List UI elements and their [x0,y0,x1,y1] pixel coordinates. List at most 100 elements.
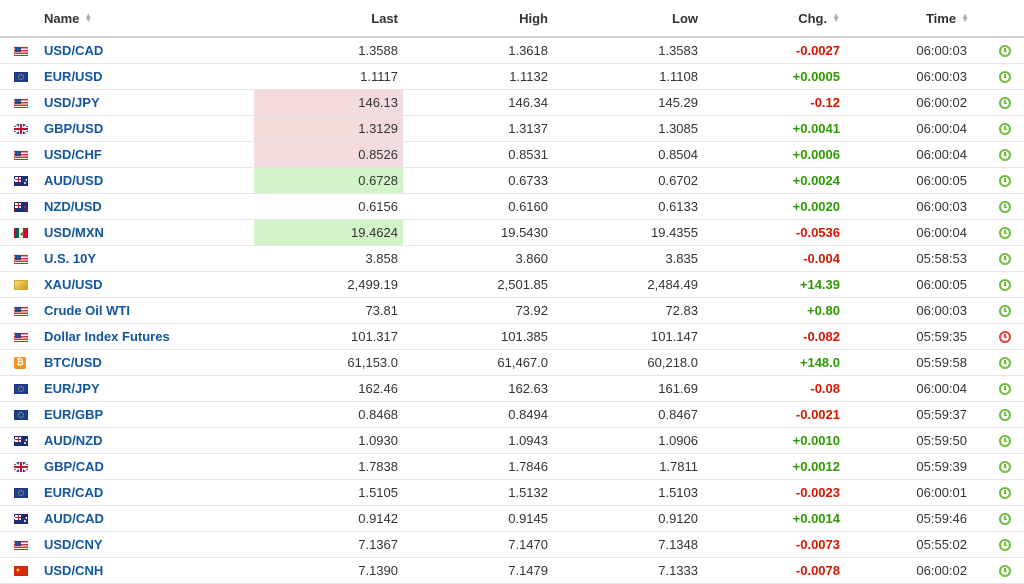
status-cell [996,38,1014,63]
instrument-link[interactable]: AUD/NZD [44,433,103,448]
instrument-name-cell: AUD/USD [44,168,254,193]
us-flag-icon [14,305,28,316]
change-value: +0.0012 [792,459,840,474]
instrument-link[interactable]: XAU/USD [44,277,103,292]
low-price: 1.5103 [658,485,698,500]
instrument-link[interactable]: AUD/CAD [44,511,104,526]
low-price: 7.1333 [658,563,698,578]
instrument-link[interactable]: EUR/USD [44,69,103,84]
last-price: 1.1117 [360,69,398,84]
instrument-link[interactable]: USD/MXN [44,225,104,240]
low-price: 2,484.49 [647,277,698,292]
instrument-name-cell: XAU/USD [44,272,254,297]
instrument-link[interactable]: GBP/CAD [44,459,104,474]
instrument-link[interactable]: NZD/USD [44,199,102,214]
table-row: NZD/USD 0.6156 0.6160 0.6133 +0.0020 06:00:03 [0,194,1024,220]
instrument-link[interactable]: USD/CNH [44,563,104,578]
update-time: 06:00:03 [916,303,967,318]
last-price: 73.81 [365,303,398,318]
last-price: 61,153.0 [347,355,398,370]
flag-cell [14,454,34,479]
live-clock-icon [999,304,1011,317]
au-flag-icon [14,435,28,446]
update-time: 06:00:03 [916,69,967,84]
high-price: 7.1479 [508,563,548,578]
update-time: 05:59:58 [916,355,967,370]
instrument-name-cell: USD/JPY [44,90,254,115]
column-header-time[interactable]: Time ▲ ▼ [845,0,995,36]
status-cell [996,64,1014,89]
status-cell [996,376,1014,401]
sort-icon[interactable]: ▲ ▼ [84,11,93,24]
live-clock-icon [999,200,1011,213]
gold-icon [14,279,28,290]
last-price: 1.0930 [358,433,398,448]
status-cell [996,194,1014,219]
status-cell [996,350,1014,375]
table-row: EUR/USD 1.1117 1.1132 1.1108 +0.0005 06:00:03 [0,64,1024,90]
column-header-chg[interactable]: Chg. ▲ ▼ [703,0,845,36]
change-value: +0.0014 [792,511,840,526]
flag-cell [14,64,34,89]
status-cell [996,428,1014,453]
low-price: 19.4355 [651,225,698,240]
table-row: USD/MXN 19.4624 19.5430 19.4355 -0.0536 06:00… [0,220,1024,246]
flag-cell [14,168,34,193]
column-header-last-label: Last [371,10,398,26]
live-clock-icon [999,122,1011,135]
high-price: 0.9145 [508,511,548,526]
live-clock-icon [999,538,1011,551]
instrument-link[interactable]: GBP/USD [44,121,104,136]
flag-cell [14,220,34,245]
last-price: 0.6156 [358,199,398,214]
bitcoin-icon: ₿ [14,356,26,369]
instrument-link[interactable]: USD/JPY [44,95,100,110]
instrument-link[interactable]: Crude Oil WTI [44,303,130,318]
flag-cell [14,532,34,557]
instrument-link[interactable]: USD/CHF [44,147,102,162]
change-value: -0.0078 [795,563,840,578]
eu-flag-icon [14,383,28,394]
low-price: 1.3085 [658,121,698,136]
instrument-link[interactable]: U.S. 10Y [44,251,97,266]
last-price: 1.3588 [358,43,398,58]
instrument-link[interactable]: BTC/USD [44,355,102,370]
sort-icon[interactable]: ▲ ▼ [961,11,969,24]
gb-flag-icon [14,461,28,472]
column-header-high: High [403,0,553,36]
table-row: AUD/CAD 0.9142 0.9145 0.9120 +0.0014 05:59:46 [0,506,1024,532]
instrument-link[interactable]: Dollar Index Futures [44,329,170,344]
update-time: 05:59:39 [916,459,967,474]
column-header-name[interactable]: Name ▲ ▼ [44,0,254,36]
flag-cell [14,90,34,115]
instrument-link[interactable]: EUR/GBP [44,407,104,422]
cn-flag-icon [14,565,28,576]
update-time: 05:55:02 [916,537,967,552]
table-row: EUR/JPY 162.46 162.63 161.69 -0.08 06:00:04 [0,376,1024,402]
sort-icon[interactable]: ▲ ▼ [832,11,840,24]
change-value: +0.0006 [792,147,840,162]
update-time: 06:00:04 [916,147,967,162]
instrument-link[interactable]: EUR/CAD [44,485,104,500]
high-price: 0.8494 [508,407,548,422]
low-price: 0.8504 [658,147,698,162]
update-time: 06:00:05 [916,277,967,292]
instrument-link[interactable]: AUD/USD [44,173,104,188]
column-header-low-label: Low [672,10,698,26]
live-clock-icon [999,278,1011,291]
table-row: XAU/USD 2,499.19 2,501.85 2,484.49 +14.39 06:… [0,272,1024,298]
instrument-name-cell: EUR/CAD [44,480,254,505]
instrument-link[interactable]: USD/CNY [44,537,103,552]
flag-cell: ₿ [14,350,34,375]
instrument-link[interactable]: USD/CAD [44,43,104,58]
update-time: 05:58:53 [916,251,967,266]
instrument-link[interactable]: EUR/JPY [44,381,100,396]
last-price: 19.4624 [254,220,403,245]
status-cell [996,142,1014,167]
instrument-name-cell: EUR/GBP [44,402,254,427]
low-price: 7.1348 [658,537,698,552]
last-price: 146.13 [254,90,403,115]
change-value: +0.0041 [792,121,840,136]
status-cell [996,532,1014,557]
low-price: 1.1108 [659,69,698,84]
